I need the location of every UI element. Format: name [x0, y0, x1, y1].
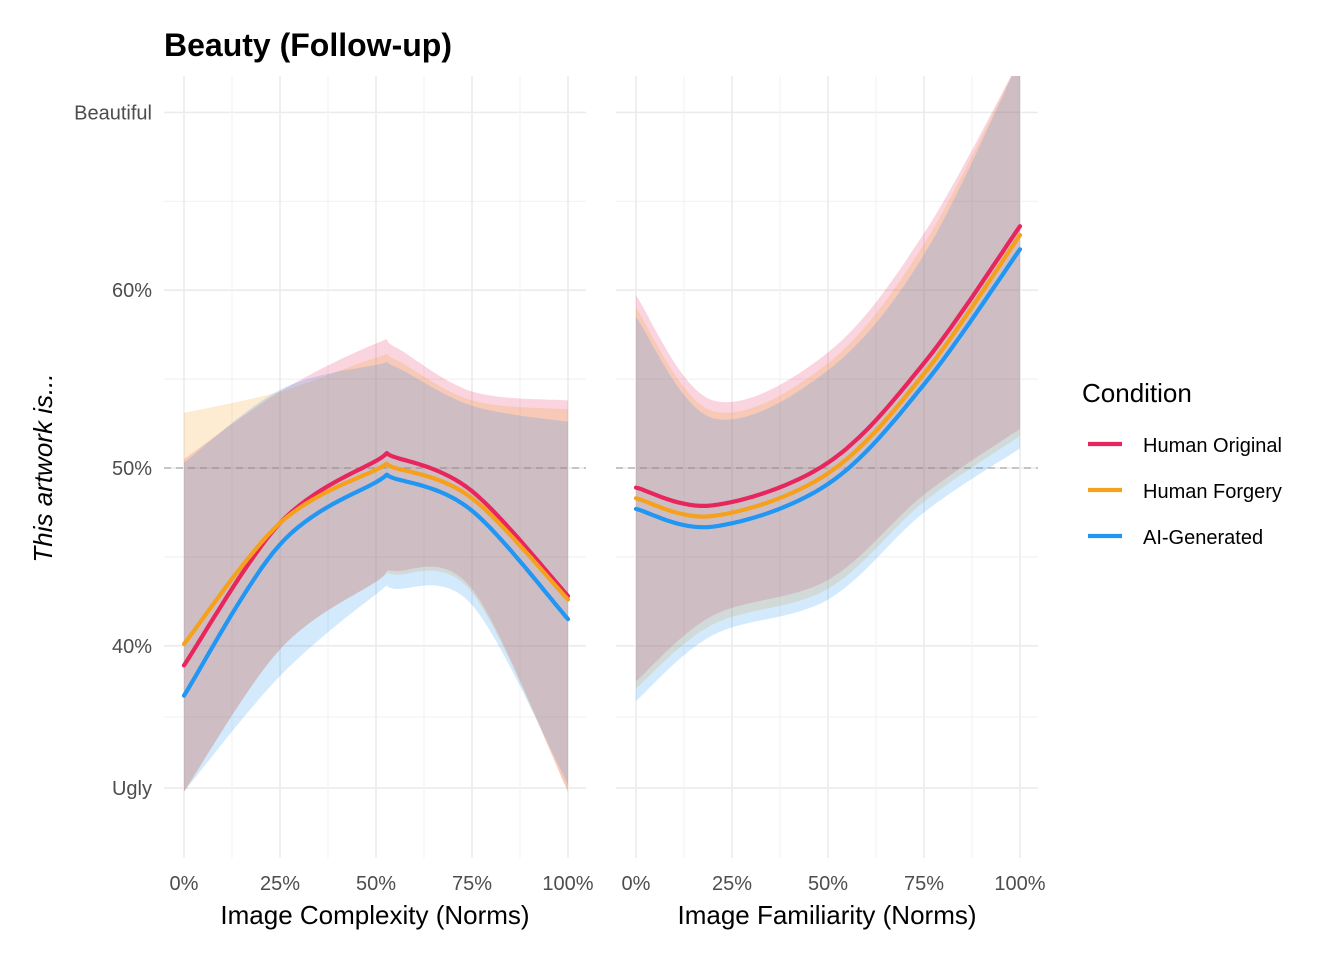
y-axis-title: This artwork is...	[28, 373, 58, 562]
confidence-band-ai-generated	[636, 76, 1020, 701]
y-axis-ticks: Ugly 40% 50% 60% Beautiful	[74, 102, 152, 800]
y-tick-label: Beautiful	[74, 102, 152, 124]
confidence-band-ai-generated	[184, 361, 568, 792]
y-axis-label: This artwork is...	[28, 373, 58, 562]
y-tick-label: 40%	[112, 636, 152, 658]
legend-items: Human Original Human Forgery AI-Generated	[1088, 435, 1282, 549]
legend-title: Condition	[1082, 378, 1192, 408]
series-line-ai-generated	[633, 247, 1023, 530]
y-tick-label: Ugly	[112, 778, 152, 800]
x-tick-label: 100%	[994, 873, 1045, 895]
legend: Condition Human Original Human Forgery AI-…	[1082, 378, 1282, 549]
legend-item: Human Forgery	[1088, 481, 1282, 503]
gridlines	[616, 76, 1038, 858]
x-tick-label: 75%	[904, 873, 944, 895]
legend-item: Human Original	[1088, 435, 1282, 457]
confidence-band-human-forgery	[184, 354, 568, 792]
legend-label: AI-Generated	[1143, 527, 1263, 549]
confidence-band-human-original	[636, 76, 1020, 682]
y-tick-label: 60%	[112, 280, 152, 302]
legend-item: AI-Generated	[1088, 527, 1263, 549]
series-line-human-original	[633, 224, 1023, 508]
x-axis-label-familiarity: Image Familiarity (Norms)	[677, 900, 976, 930]
x-tick-label: 0%	[170, 873, 199, 895]
series-line-human-forgery	[181, 461, 571, 647]
x-tick-label: 25%	[712, 873, 752, 895]
chart-title: Beauty (Follow-up)	[164, 27, 452, 63]
panel-image-familiarity: 0% 25% 50% 75% 100%	[616, 76, 1046, 895]
x-tick-label: 25%	[260, 873, 300, 895]
panel-image-complexity: 0% 25% 50% 75% 100%	[164, 76, 594, 895]
series-line-ai-generated	[181, 472, 571, 698]
x-tick-label: 50%	[356, 873, 396, 895]
legend-label: Human Original	[1143, 435, 1282, 457]
confidence-band-human-forgery	[636, 76, 1020, 689]
legend-label: Human Forgery	[1143, 481, 1282, 503]
gridlines	[164, 76, 586, 858]
x-tick-label: 75%	[452, 873, 492, 895]
confidence-band-human-original	[184, 339, 568, 792]
y-tick-label: 50%	[112, 458, 152, 480]
series-line-human-forgery	[633, 233, 1023, 519]
x-tick-label: 100%	[542, 873, 593, 895]
x-tick-label: 0%	[622, 873, 651, 895]
x-tick-label: 50%	[808, 873, 848, 895]
x-axis-label-complexity: Image Complexity (Norms)	[220, 900, 529, 930]
